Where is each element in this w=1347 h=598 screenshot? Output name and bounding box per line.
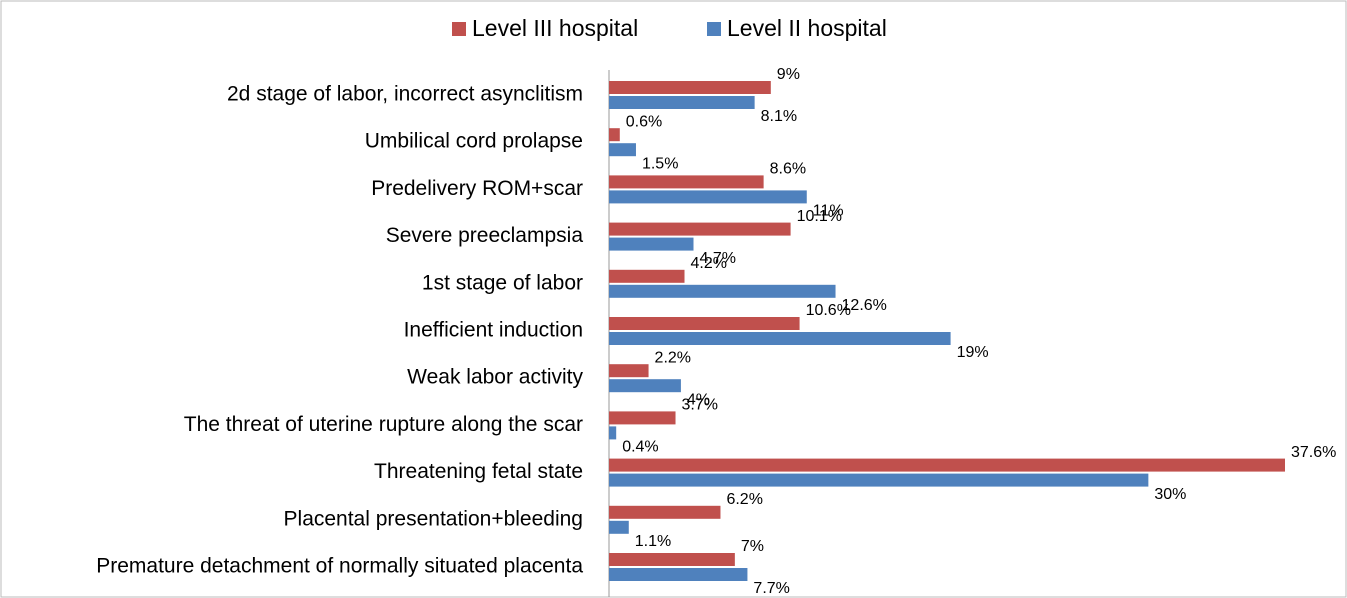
bar: [609, 284, 836, 298]
category-label: Severe preeclampsia: [386, 224, 584, 247]
category-label: Umbilical cord prolapse: [365, 130, 583, 153]
bar: [609, 222, 791, 236]
category-label: 1st stage of labor: [422, 271, 583, 294]
category-label: The threat of uterine rupture along the …: [184, 413, 583, 436]
category-label: 2d stage of labor, incorrect asynclitism: [227, 83, 583, 106]
value-label: 2.2%: [655, 349, 691, 366]
value-label: 8.1%: [761, 108, 797, 125]
value-label: 11%: [813, 203, 844, 220]
category-label: Predelivery ROM+scar: [371, 177, 583, 200]
value-label: 0.6%: [626, 113, 662, 130]
bar: [609, 81, 771, 94]
bar: [609, 473, 1149, 487]
value-label: 10.1%: [797, 208, 842, 225]
bar: [609, 332, 951, 345]
value-label: 12.6%: [842, 297, 887, 314]
bar: [609, 364, 649, 378]
bar: [609, 411, 676, 425]
value-label: 4.2%: [691, 255, 727, 272]
value-label: 3.7%: [682, 397, 718, 414]
bar: [609, 175, 764, 189]
legend-swatch: [452, 22, 466, 36]
bar: [609, 553, 735, 566]
category-label: Weak labor activity: [407, 366, 583, 389]
bar: [609, 143, 636, 157]
value-label: 7%: [741, 538, 764, 555]
value-label: 1.5%: [642, 155, 678, 172]
value-label: 0.4%: [622, 439, 658, 456]
bar: [609, 505, 721, 519]
value-label: 10.6%: [806, 302, 851, 319]
bar: [609, 568, 748, 581]
bar: [609, 128, 620, 142]
value-label: 1.1%: [635, 533, 671, 550]
value-label: 7.7%: [753, 580, 789, 597]
value-label: 6.2%: [726, 491, 762, 508]
category-label: Premature detachment of normally situate…: [96, 555, 583, 578]
category-label: Threatening fetal state: [374, 460, 583, 483]
bar: [609, 458, 1285, 472]
bar: [609, 237, 694, 251]
bar: [609, 317, 800, 330]
value-label: 9%: [777, 66, 800, 83]
bar: [609, 269, 685, 283]
bar: [609, 190, 807, 204]
bar: [609, 96, 755, 109]
value-label: 4%: [687, 391, 710, 408]
legend-label: Level III hospital: [472, 15, 638, 41]
value-label: 37.6%: [1291, 444, 1336, 461]
category-label: Placental presentation+bleeding: [284, 507, 583, 530]
value-label: 30%: [1154, 486, 1186, 503]
category-label: Inefficient induction: [404, 319, 583, 342]
bar: [609, 379, 681, 393]
bar: [609, 426, 617, 440]
value-label: 19%: [957, 344, 989, 361]
legend-swatch: [707, 22, 721, 36]
legend-label: Level II hospital: [727, 15, 887, 41]
value-label: 8.6%: [770, 161, 806, 178]
bar: [609, 520, 629, 534]
value-label: 4.7%: [700, 250, 736, 267]
